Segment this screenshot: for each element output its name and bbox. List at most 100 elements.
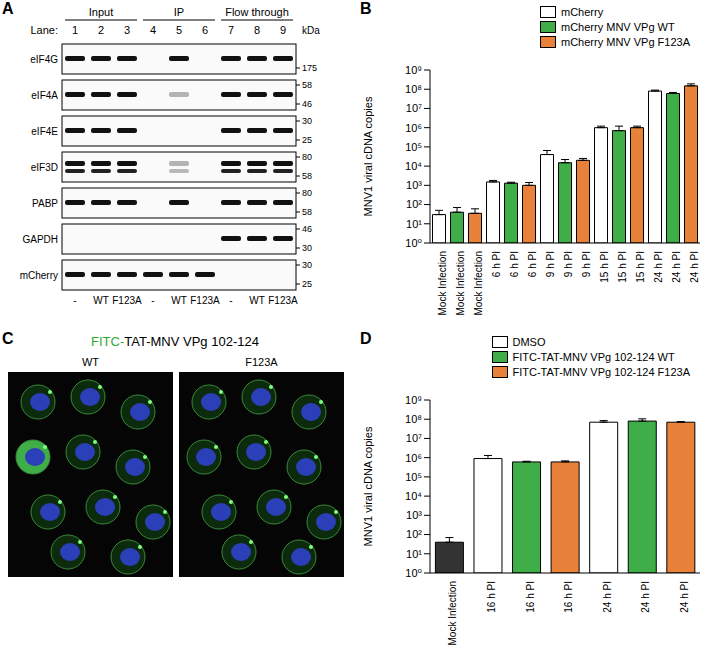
svg-text:24 h PI: 24 h PI — [640, 581, 651, 613]
html-text:mCherry MNV VPg WT: mCherry MNV VPg WT — [561, 20, 675, 33]
svg-text:Lane:: Lane: — [30, 24, 58, 36]
svg-text:10⁸: 10⁸ — [405, 83, 422, 95]
svg-text:F123A: F123A — [245, 356, 278, 368]
svg-text:MNV1 viral cDNA copies: MNV1 viral cDNA copies — [362, 426, 374, 546]
svg-text:6 h PI: 6 h PI — [509, 251, 520, 277]
svg-text:58: 58 — [302, 171, 312, 181]
svg-text:-: - — [73, 295, 76, 306]
svg-text:16 h PI: 16 h PI — [525, 581, 536, 613]
svg-text:3: 3 — [124, 24, 130, 36]
svg-text:kDa: kDa — [302, 25, 320, 36]
svg-text:15 h PI: 15 h PI — [599, 251, 610, 283]
svg-text:10⁴: 10⁴ — [405, 490, 422, 502]
svg-text:30: 30 — [302, 116, 312, 126]
svg-text:Mock Infection: Mock Infection — [447, 581, 458, 645]
svg-text:80: 80 — [302, 188, 312, 198]
svg-text:WT: WT — [82, 356, 99, 368]
svg-text:25: 25 — [302, 279, 312, 289]
svg-text:7: 7 — [228, 24, 234, 36]
svg-text:9: 9 — [280, 24, 286, 36]
svg-text:IP: IP — [174, 6, 184, 18]
svg-text:6: 6 — [202, 24, 208, 36]
html-text:C: C — [2, 330, 14, 347]
svg-text:24 h PI: 24 h PI — [689, 251, 700, 283]
svg-text:10⁷: 10⁷ — [406, 102, 422, 114]
svg-text:9 h PI: 9 h PI — [581, 251, 592, 277]
svg-text:6 h PI: 6 h PI — [491, 251, 502, 277]
svg-text:FITC-TAT-MNV VPg 102-124: FITC-TAT-MNV VPg 102-124 — [91, 334, 259, 349]
svg-text:1: 1 — [72, 24, 78, 36]
html-text:D: D — [360, 330, 372, 347]
svg-text:30: 30 — [302, 260, 312, 270]
svg-text:PABP: PABP — [32, 198, 58, 209]
svg-text:F123A: F123A — [190, 295, 220, 306]
svg-text:58: 58 — [302, 80, 312, 90]
svg-text:10⁵: 10⁵ — [405, 471, 422, 483]
svg-text:eIF4G: eIF4G — [30, 54, 58, 65]
html-text:FITC-TAT-MNV VPg 102-124 F123A: FITC-TAT-MNV VPg 102-124 F123A — [512, 365, 690, 378]
svg-text:10⁴: 10⁴ — [405, 160, 422, 172]
svg-text:WT: WT — [171, 295, 187, 306]
svg-text:Mock Infection: Mock Infection — [437, 251, 448, 315]
svg-text:5: 5 — [176, 24, 182, 36]
svg-text:24 h PI: 24 h PI — [679, 581, 690, 613]
html-text:FITC-TAT-MNV VPg 102-124 WT: FITC-TAT-MNV VPg 102-124 WT — [512, 350, 675, 363]
svg-text:mCherry: mCherry — [20, 270, 58, 281]
svg-text:58: 58 — [302, 207, 312, 217]
svg-text:24 h PI: 24 h PI — [671, 251, 682, 283]
svg-text:10¹: 10¹ — [406, 548, 422, 560]
svg-text:2: 2 — [98, 24, 104, 36]
svg-text:24 h PI: 24 h PI — [602, 581, 613, 613]
svg-text:-: - — [151, 295, 154, 306]
svg-text:46: 46 — [302, 99, 312, 109]
svg-text:4: 4 — [150, 24, 156, 36]
svg-text:10³: 10³ — [406, 509, 422, 521]
svg-text:10⁵: 10⁵ — [405, 141, 422, 153]
svg-text:WT: WT — [93, 295, 109, 306]
svg-text:10²: 10² — [406, 528, 422, 540]
svg-text:10¹: 10¹ — [406, 218, 422, 230]
svg-text:9 h PI: 9 h PI — [545, 251, 556, 277]
html-text:DMSO: DMSO — [512, 335, 546, 348]
svg-text:eIF3D: eIF3D — [31, 162, 58, 173]
svg-text:eIF4A: eIF4A — [31, 90, 58, 101]
svg-text:46: 46 — [302, 224, 312, 234]
svg-text:MNV1 viral cDNA copies: MNV1 viral cDNA copies — [362, 96, 374, 216]
html-text:mCherry MNV VPg F123A: mCherry MNV VPg F123A — [561, 35, 690, 48]
svg-text:Flow through: Flow through — [225, 6, 289, 18]
svg-text:30: 30 — [302, 243, 312, 253]
svg-text:15 h PI: 15 h PI — [617, 251, 628, 283]
svg-text:eIF4E: eIF4E — [31, 126, 58, 137]
svg-text:10⁶: 10⁶ — [405, 122, 422, 134]
html-text:mCherry: mCherry — [561, 5, 604, 18]
svg-text:-: - — [229, 295, 232, 306]
svg-text:10⁰: 10⁰ — [405, 237, 422, 249]
svg-text:10⁹: 10⁹ — [405, 394, 422, 406]
svg-text:25: 25 — [302, 135, 312, 145]
svg-text:80: 80 — [302, 152, 312, 162]
svg-text:Input: Input — [89, 6, 113, 18]
svg-text:16 h PI: 16 h PI — [563, 581, 574, 613]
html-text:A: A — [2, 0, 14, 17]
html-text:B: B — [360, 0, 372, 17]
svg-text:10⁷: 10⁷ — [406, 432, 422, 444]
svg-text:10⁸: 10⁸ — [405, 413, 422, 425]
svg-text:6 h PI: 6 h PI — [527, 251, 538, 277]
svg-text:GAPDH: GAPDH — [22, 234, 58, 245]
svg-text:WT: WT — [249, 295, 265, 306]
svg-text:10²: 10² — [406, 198, 422, 210]
svg-text:F123A: F123A — [112, 295, 142, 306]
svg-text:15 h PI: 15 h PI — [635, 251, 646, 283]
svg-text:F123A: F123A — [268, 295, 298, 306]
svg-text:175: 175 — [302, 63, 317, 73]
svg-text:8: 8 — [254, 24, 260, 36]
svg-text:Mock Infection: Mock Infection — [473, 251, 484, 315]
svg-text:10³: 10³ — [406, 179, 422, 191]
svg-text:10⁶: 10⁶ — [405, 452, 422, 464]
svg-text:10⁹: 10⁹ — [405, 64, 422, 76]
svg-text:10⁰: 10⁰ — [405, 567, 422, 579]
svg-text:9 h PI: 9 h PI — [563, 251, 574, 277]
svg-text:24 h PI: 24 h PI — [653, 251, 664, 283]
svg-text:Mock Infection: Mock Infection — [455, 251, 466, 315]
svg-text:16 h PI: 16 h PI — [486, 581, 497, 613]
